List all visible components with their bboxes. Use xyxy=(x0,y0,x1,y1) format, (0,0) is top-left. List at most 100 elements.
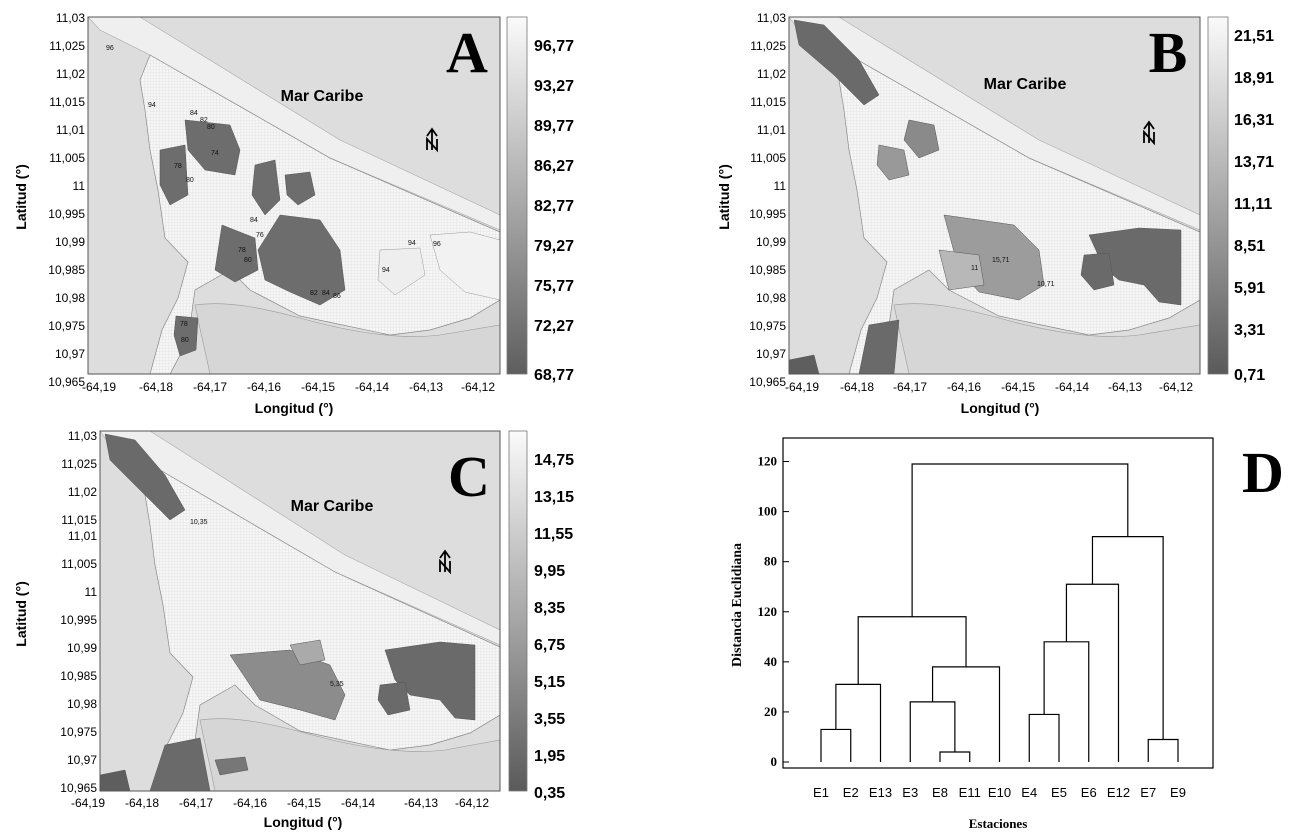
colorbar-labels: 14,75 13,15 11,55 9,95 8,35 6,75 5,15 3,… xyxy=(534,452,574,802)
colorbar-label: 13,15 xyxy=(534,489,574,506)
contour-label: 80 xyxy=(186,177,194,184)
contour-label: 94 xyxy=(382,267,390,274)
colorbar-label: 8,51 xyxy=(1234,238,1265,255)
dendrogram-link xyxy=(1028,713,1060,762)
y-tick-label: 10,985 xyxy=(749,263,786,277)
panel-letter: C xyxy=(448,444,490,509)
y-tick-label: 11,005 xyxy=(61,557,97,571)
y-tick-label: 10,97 xyxy=(55,347,85,361)
y-tick-label: 10,965 xyxy=(48,375,85,389)
y-tick-label: 10,985 xyxy=(60,669,97,683)
map-panel-b: Latitud (°) 11,03 11,025 11,02 11,015 11… xyxy=(716,11,1274,416)
y-tick-label: 11 xyxy=(774,179,787,193)
y-tick-label: 10,97 xyxy=(67,753,97,767)
x-tick-label: -64,15 xyxy=(1001,380,1035,394)
lagoon-light-patch xyxy=(377,247,426,296)
contour-label: 5,35 xyxy=(330,681,344,688)
dendrogram-link xyxy=(820,728,852,762)
north-arrow-icon xyxy=(426,127,438,153)
leaf-label: E8 xyxy=(932,785,948,800)
contour-label: 94 xyxy=(408,240,416,247)
x-tick-label: -64,18 xyxy=(840,380,874,394)
contour-patches xyxy=(159,119,346,357)
x-tick-label: -64,15 xyxy=(301,380,335,394)
contour-label: 82 xyxy=(200,117,208,124)
dendrogram-link xyxy=(931,666,1001,762)
contour-label: 82 xyxy=(310,290,318,297)
contour-label: 84 xyxy=(250,217,258,224)
y-tick-label: 10,97 xyxy=(756,347,786,361)
dendrogram-link xyxy=(909,701,956,762)
colorbar-label: 0,35 xyxy=(534,785,565,802)
y-tick-label: 11,02 xyxy=(757,67,786,81)
x-tick-label: -64,18 xyxy=(125,796,159,810)
y-tick-label: 11,005 xyxy=(49,151,85,165)
colorbar-label: 9,95 xyxy=(534,563,565,580)
leaf-label: E9 xyxy=(1170,785,1186,800)
x-axis-label: Longitud (°) xyxy=(255,400,334,416)
x-tick-label: -64,16 xyxy=(247,380,281,394)
colorbar-label: 93,27 xyxy=(534,78,574,95)
colorbar-label: 6,75 xyxy=(534,637,565,654)
y-tick-label: 10,965 xyxy=(749,375,786,389)
leaf-label: E10 xyxy=(988,785,1011,800)
colorbar-label: 79,27 xyxy=(534,238,574,255)
colorbar-label: 0,71 xyxy=(1234,367,1265,384)
contour-label: 80 xyxy=(207,124,215,131)
sea-label: Mar Caribe xyxy=(281,88,364,105)
contour-label: 96 xyxy=(106,45,114,52)
x-tick-label: -64,18 xyxy=(139,380,173,394)
x-tick-label: -64,12 xyxy=(455,796,489,810)
y-tick-label: 11,01 xyxy=(68,529,97,543)
north-arrow-icon xyxy=(1143,120,1155,146)
contour-label: 76 xyxy=(256,232,264,239)
colorbar-label: 13,71 xyxy=(1234,154,1274,171)
y-tick-label: 10,985 xyxy=(48,263,85,277)
x-tick-label: -64,16 xyxy=(233,796,267,810)
contour-label: 80 xyxy=(244,257,252,264)
y-tick-label: 11,025 xyxy=(750,39,786,53)
y-tick-labels: 0 20 40 120 80 100 120 xyxy=(758,454,789,769)
y-tick-label: 120 xyxy=(758,454,778,469)
y-tick-label: 11,015 xyxy=(49,95,85,109)
contour-label: 78 xyxy=(238,247,246,254)
y-tick-label: 10,975 xyxy=(749,319,786,333)
y-tick-label: 120 xyxy=(758,604,778,619)
colorbar-labels: 96,77 93,27 89,77 86,27 82,77 79,27 75,7… xyxy=(534,38,574,384)
dendrogram-link xyxy=(1043,641,1090,762)
y-axis-label: Latitud (°) xyxy=(716,164,732,229)
colorbar-label: 1,95 xyxy=(534,748,565,765)
leaf-label: E4 xyxy=(1021,785,1037,800)
x-tick-label: -64,14 xyxy=(355,380,389,394)
land-south xyxy=(893,303,1201,375)
y-tick-label: 10,975 xyxy=(48,319,85,333)
panel-letter: D xyxy=(1242,440,1284,505)
x-tick-labels: -64,19 -64,18 -64,17 -64,16 -64,15 -64,1… xyxy=(785,380,1193,394)
y-tick-label: 10,99 xyxy=(756,235,786,249)
y-tick-label: 80 xyxy=(764,554,777,569)
x-axis-label: Longitud (°) xyxy=(264,814,343,830)
map-area: 96 94 84 82 80 74 78 80 84 76 78 80 82 8… xyxy=(87,16,501,375)
dendrogram-link xyxy=(939,751,971,762)
colorbar-label: 21,51 xyxy=(1234,28,1274,45)
y-axis-label: Latitud (°) xyxy=(13,164,29,229)
contour-labels: 10,35 5,35 xyxy=(190,519,344,688)
panel-letter: A xyxy=(446,20,488,85)
dendrogram-link xyxy=(1147,738,1179,762)
leaf-labels: E1 E2 E13 E3 E8 E11 E10 E4 E5 E6 E12 E7 E9 xyxy=(813,785,1186,800)
dendrogram-link xyxy=(911,463,1129,617)
colorbar-label: 11,55 xyxy=(534,526,573,543)
colorbar xyxy=(506,16,528,375)
colorbar xyxy=(1207,16,1229,375)
y-tick-label: 10,99 xyxy=(67,641,97,655)
dendrogram-links xyxy=(820,463,1179,762)
y-axis-label: Latitud (°) xyxy=(13,581,29,646)
y-tick-label: 11,03 xyxy=(68,429,97,443)
leaf-label: E12 xyxy=(1107,785,1130,800)
y-tick-label: 10,995 xyxy=(749,207,786,221)
x-axis-label: Estaciones xyxy=(969,816,1028,831)
colorbar-label: 68,77 xyxy=(534,367,574,384)
y-tick-label: 10,995 xyxy=(60,613,97,627)
y-tick-label: 11,03 xyxy=(757,11,786,25)
contour-label: 80 xyxy=(181,337,189,344)
